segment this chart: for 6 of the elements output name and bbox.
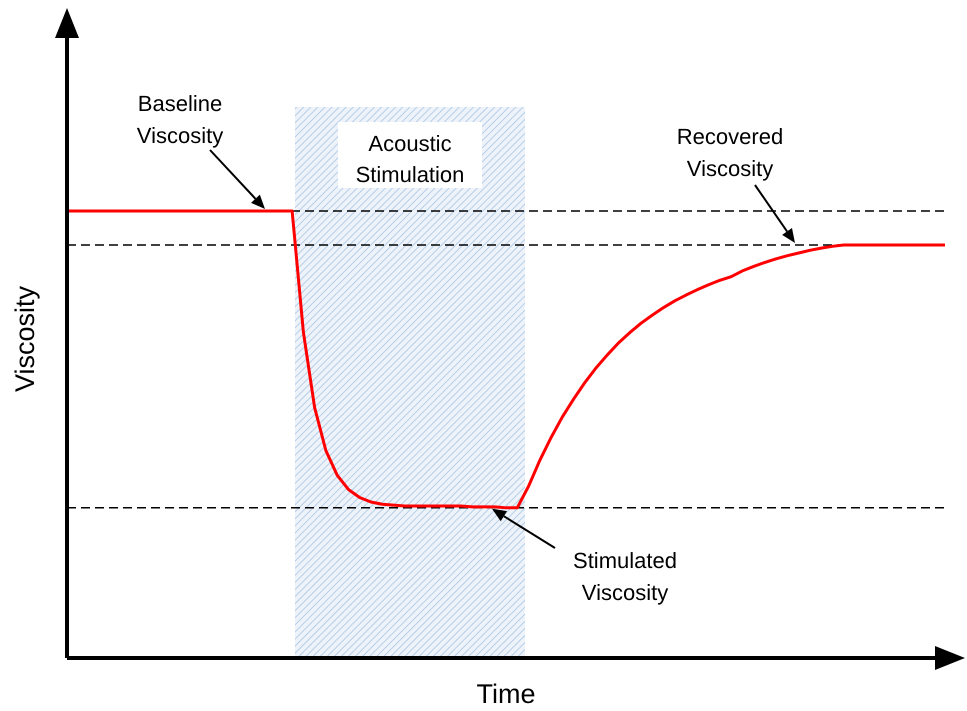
ref-line-label: Stimulated Viscosity: [573, 548, 677, 605]
ref-line-label: Recovered Viscosity: [676, 124, 784, 181]
text: Acoustic Stimulation: [356, 131, 464, 187]
x-axis-title: Time: [476, 679, 536, 709]
ref-line-label: Baseline Viscosity: [136, 91, 224, 148]
y-axis-title: Viscosity: [10, 285, 40, 392]
